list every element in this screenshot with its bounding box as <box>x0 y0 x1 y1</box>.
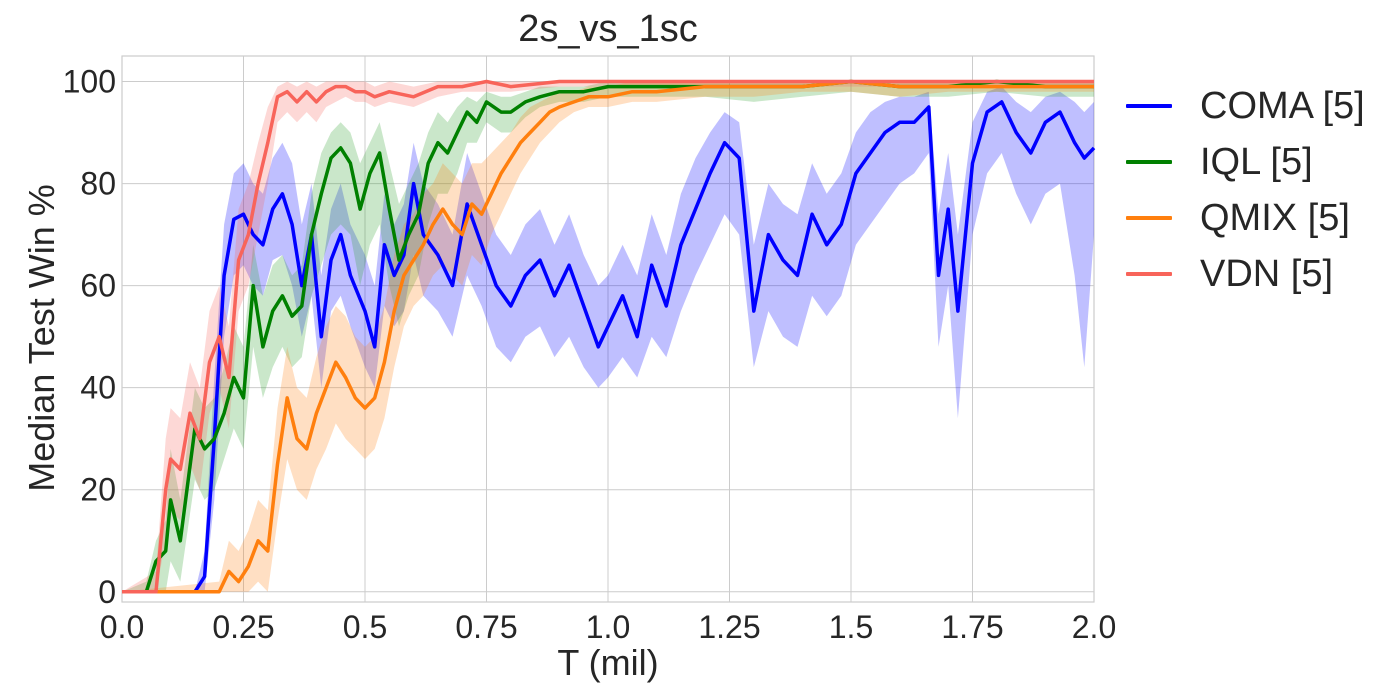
x-tick-labels: 0.0 0.25 0.5 0.75 1.0 1.25 1.5 1.75 2.0 <box>100 609 1116 645</box>
legend-swatch-iql <box>1126 160 1172 164</box>
x-tick-label: 0.25 <box>212 609 274 645</box>
legend: COMA [5] IQL [5] QMIX [5] VDN [5] <box>1126 78 1365 302</box>
legend-item-qmix: QMIX [5] <box>1126 190 1365 246</box>
legend-item-iql: IQL [5] <box>1126 134 1365 190</box>
x-tick-label: 0.5 <box>343 609 387 645</box>
confidence-bands <box>122 81 1094 592</box>
legend-label-iql: IQL [5] <box>1200 141 1313 183</box>
y-axis-label: Median Test Win % <box>21 184 62 492</box>
y-tick-labels: 0 20 40 60 80 100 <box>63 64 116 610</box>
legend-label-qmix: QMIX [5] <box>1200 197 1350 239</box>
legend-label-coma: COMA [5] <box>1200 85 1365 127</box>
band-iql <box>122 81 1094 592</box>
y-tick-label: 60 <box>80 268 116 304</box>
x-tick-label: 1.0 <box>586 609 630 645</box>
x-tick-label: 1.5 <box>829 609 873 645</box>
x-tick-label: 2.0 <box>1072 609 1116 645</box>
x-tick-label: 0.75 <box>455 609 517 645</box>
y-tick-label: 20 <box>80 472 116 508</box>
x-tick-label: 0.0 <box>100 609 144 645</box>
x-tick-label: 1.75 <box>941 609 1003 645</box>
line-iql <box>122 79 1094 594</box>
y-tick-label: 80 <box>80 166 116 202</box>
legend-swatch-vdn <box>1126 272 1172 276</box>
legend-swatch-qmix <box>1126 216 1172 220</box>
x-axis-label: T (mil) <box>557 642 659 683</box>
y-tick-label: 100 <box>63 64 116 100</box>
y-tick-label: 0 <box>98 574 116 610</box>
y-tick-label: 40 <box>80 370 116 406</box>
legend-swatch-coma <box>1126 104 1172 108</box>
x-tick-label: 1.25 <box>698 609 760 645</box>
series-lines <box>122 79 1096 594</box>
line-vdn <box>122 79 1094 594</box>
legend-label-vdn: VDN [5] <box>1200 253 1334 295</box>
line-qmix <box>122 79 1094 594</box>
legend-item-coma: COMA [5] <box>1126 78 1365 134</box>
line-coma <box>122 100 1096 594</box>
legend-item-vdn: VDN [5] <box>1126 246 1365 302</box>
band-coma <box>122 86 1094 592</box>
chart-title: 2s_vs_1sc <box>518 8 698 50</box>
